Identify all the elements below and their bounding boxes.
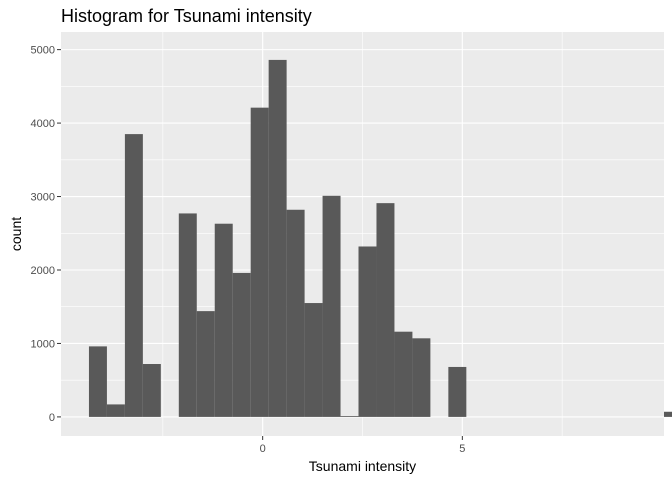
histogram-bar <box>178 213 197 417</box>
histogram-bar <box>268 59 287 417</box>
y-axis-title: count <box>8 217 24 251</box>
histogram-bar <box>250 107 269 417</box>
histogram-bar <box>214 223 233 417</box>
histogram-bar <box>322 195 341 417</box>
histogram-bar <box>286 209 305 417</box>
histogram-bar <box>232 272 251 417</box>
histogram-bar <box>106 404 125 417</box>
y-tick-label: 1000 <box>31 338 55 350</box>
histogram-bars <box>88 59 672 417</box>
y-tick-label: 4000 <box>31 118 55 130</box>
histogram-bar <box>142 364 161 417</box>
histogram-bar <box>664 411 672 417</box>
histogram-bar <box>448 366 467 417</box>
histogram-bar <box>358 246 377 417</box>
y-tick-label: 2000 <box>31 265 55 277</box>
histogram-bar <box>88 346 107 417</box>
histogram-bar <box>124 134 143 417</box>
chart-title: Histogram for Tsunami intensity <box>61 6 312 26</box>
y-tick-label: 3000 <box>31 192 55 204</box>
histogram-bar <box>412 338 431 417</box>
x-axis-title: Tsunami intensity <box>309 458 416 474</box>
histogram-bar <box>196 311 215 417</box>
histogram-bar <box>304 303 323 417</box>
histogram-bar <box>394 331 413 417</box>
histogram-bar <box>376 203 395 417</box>
histogram-bar <box>340 416 359 417</box>
y-axis: 0 1000 2000 3000 4000 5000 <box>31 45 61 424</box>
x-tick-label: 5 <box>459 443 465 455</box>
x-tick-label: 0 <box>260 443 266 455</box>
y-tick-label: 5000 <box>31 45 55 57</box>
y-tick-label: 0 <box>49 412 55 424</box>
